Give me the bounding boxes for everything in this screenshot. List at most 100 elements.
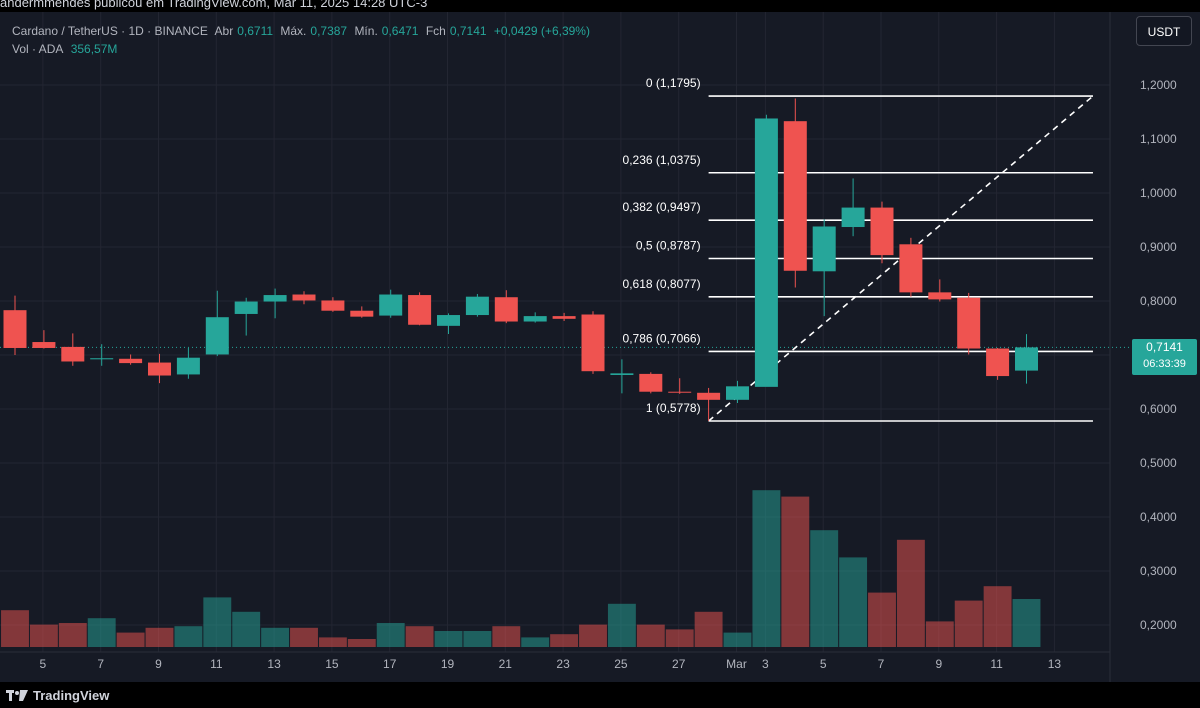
- volume-bar: [665, 629, 694, 647]
- tradingview-icon: [6, 689, 28, 701]
- volume-bar: [232, 611, 261, 647]
- low-value: 0,6471: [381, 24, 419, 38]
- candle-body: [697, 392, 721, 400]
- candle-body: [957, 297, 981, 349]
- high-value: 0,7387: [310, 24, 348, 38]
- candle-body: [263, 295, 287, 302]
- candle-body: [292, 294, 316, 301]
- candle-body: [3, 310, 27, 348]
- x-tick-label: 7: [97, 657, 104, 671]
- low-label: Mín.: [354, 24, 378, 38]
- volume-bar: [1012, 599, 1041, 647]
- candle-body: [928, 292, 952, 300]
- fib-level-label: 0,236 (1,0375): [623, 153, 701, 167]
- x-tick-label: 9: [935, 657, 942, 671]
- symbol-legend: Cardano / TetherUS · 1D · BINANCE Abr 0,6…: [12, 22, 594, 58]
- x-tick-label: 3: [762, 657, 769, 671]
- candle-body: [465, 296, 489, 316]
- fib-level-label: 0,5 (0,8787): [636, 239, 701, 253]
- volume-bar: [58, 623, 87, 647]
- volume-bar: [1, 610, 29, 647]
- candle-body: [494, 297, 518, 322]
- candle-body: [234, 301, 258, 314]
- candle-body: [639, 373, 663, 392]
- candle-body: [783, 121, 807, 271]
- close-label: Fch: [425, 24, 446, 38]
- brand-name: TradingView: [33, 688, 110, 703]
- candle-body: [379, 294, 403, 316]
- last-price-label: 0,7141 06:33:39: [1132, 339, 1197, 375]
- x-tick-label: 17: [383, 657, 397, 671]
- y-tick-label: 0,5000: [1140, 456, 1177, 470]
- volume-bar: [87, 618, 116, 647]
- fib-level-label: 1 (0,5778): [646, 401, 701, 415]
- candle-body: [870, 207, 894, 256]
- volume-bar: [463, 631, 492, 647]
- x-tick-label: 21: [499, 657, 513, 671]
- candle-body: [812, 226, 836, 272]
- volume-bars: [1, 490, 1041, 647]
- volume-bar: [579, 624, 607, 647]
- x-tick-label: 11: [990, 657, 1003, 671]
- volume-bar: [607, 603, 636, 647]
- volume-bar: [376, 623, 405, 647]
- volume-bar: [925, 621, 954, 647]
- candles[interactable]: [3, 98, 1039, 421]
- candle-body: [523, 316, 547, 322]
- volume-bar: [694, 611, 723, 647]
- fib-level-label: 0,382 (0,9497): [623, 200, 701, 214]
- y-tick-label: 0,9000: [1140, 240, 1177, 254]
- candle-body: [205, 317, 229, 355]
- chart-plot-area[interactable]: 0 (1,1795) 0,236 (1,0375) 0,382 (0,9497) 0,…: [0, 12, 1200, 682]
- candle-body: [668, 391, 692, 393]
- y-tick-label: 1,0000: [1140, 186, 1177, 200]
- volume-bar: [492, 626, 521, 647]
- candle-body: [899, 244, 923, 293]
- volume-bar: [521, 637, 550, 647]
- high-label: Máx.: [280, 24, 307, 38]
- volume-bar: [550, 634, 579, 647]
- volume-bar: [318, 637, 347, 647]
- candle-body: [437, 315, 460, 326]
- y-tick-label: 1,2000: [1140, 78, 1177, 92]
- tradingview-logo[interactable]: TradingView: [6, 688, 109, 703]
- x-tick-label: 23: [556, 657, 570, 671]
- candle-body: [841, 207, 865, 228]
- publisher-info: andermmendes publicou em TradingView.com…: [0, 0, 428, 10]
- candle-body: [408, 295, 432, 325]
- last-price-value: 0,7141: [1146, 340, 1183, 354]
- bar-countdown: 06:33:39: [1143, 358, 1186, 370]
- volume-bar: [29, 624, 58, 647]
- candle-body: [61, 346, 85, 362]
- open-value: 0,6711: [237, 24, 274, 38]
- candle-body: [119, 358, 143, 364]
- candle-body: [350, 310, 374, 317]
- x-tick-label: 27: [672, 657, 686, 671]
- x-tick-label: 5: [820, 657, 827, 671]
- candle-body: [176, 357, 200, 375]
- volume-bar: [174, 626, 203, 647]
- candle-body: [552, 316, 576, 319]
- x-tick-label: 9: [155, 657, 162, 671]
- x-tick-label: Mar: [726, 657, 747, 671]
- volume-bar: [261, 627, 290, 647]
- volume-bar: [434, 631, 463, 647]
- close-value: 0,7141: [449, 24, 487, 38]
- fib-level-label: 0,786 (0,7066): [623, 331, 701, 345]
- fib-level-label: 0 (1,1795): [646, 76, 701, 90]
- volume-bar: [116, 632, 145, 647]
- volume-bar: [752, 490, 781, 647]
- fib-trend-line: [708, 95, 1094, 422]
- volume-bar: [636, 624, 665, 647]
- candle-body: [726, 386, 749, 400]
- volume-bar: [810, 530, 839, 647]
- grid: [0, 12, 1110, 652]
- currency-button[interactable]: USDT: [1136, 16, 1192, 46]
- candlestick-chart[interactable]: 0 (1,1795) 0,236 (1,0375) 0,382 (0,9497) 0,…: [0, 12, 1200, 682]
- volume-bar: [839, 557, 868, 647]
- candle-body: [754, 118, 778, 387]
- candle-body: [148, 362, 171, 376]
- symbol-title[interactable]: Cardano / TetherUS · 1D · BINANCE: [12, 24, 208, 38]
- open-label: Abr: [214, 24, 234, 38]
- volume-label[interactable]: Vol · ADA: [12, 42, 64, 56]
